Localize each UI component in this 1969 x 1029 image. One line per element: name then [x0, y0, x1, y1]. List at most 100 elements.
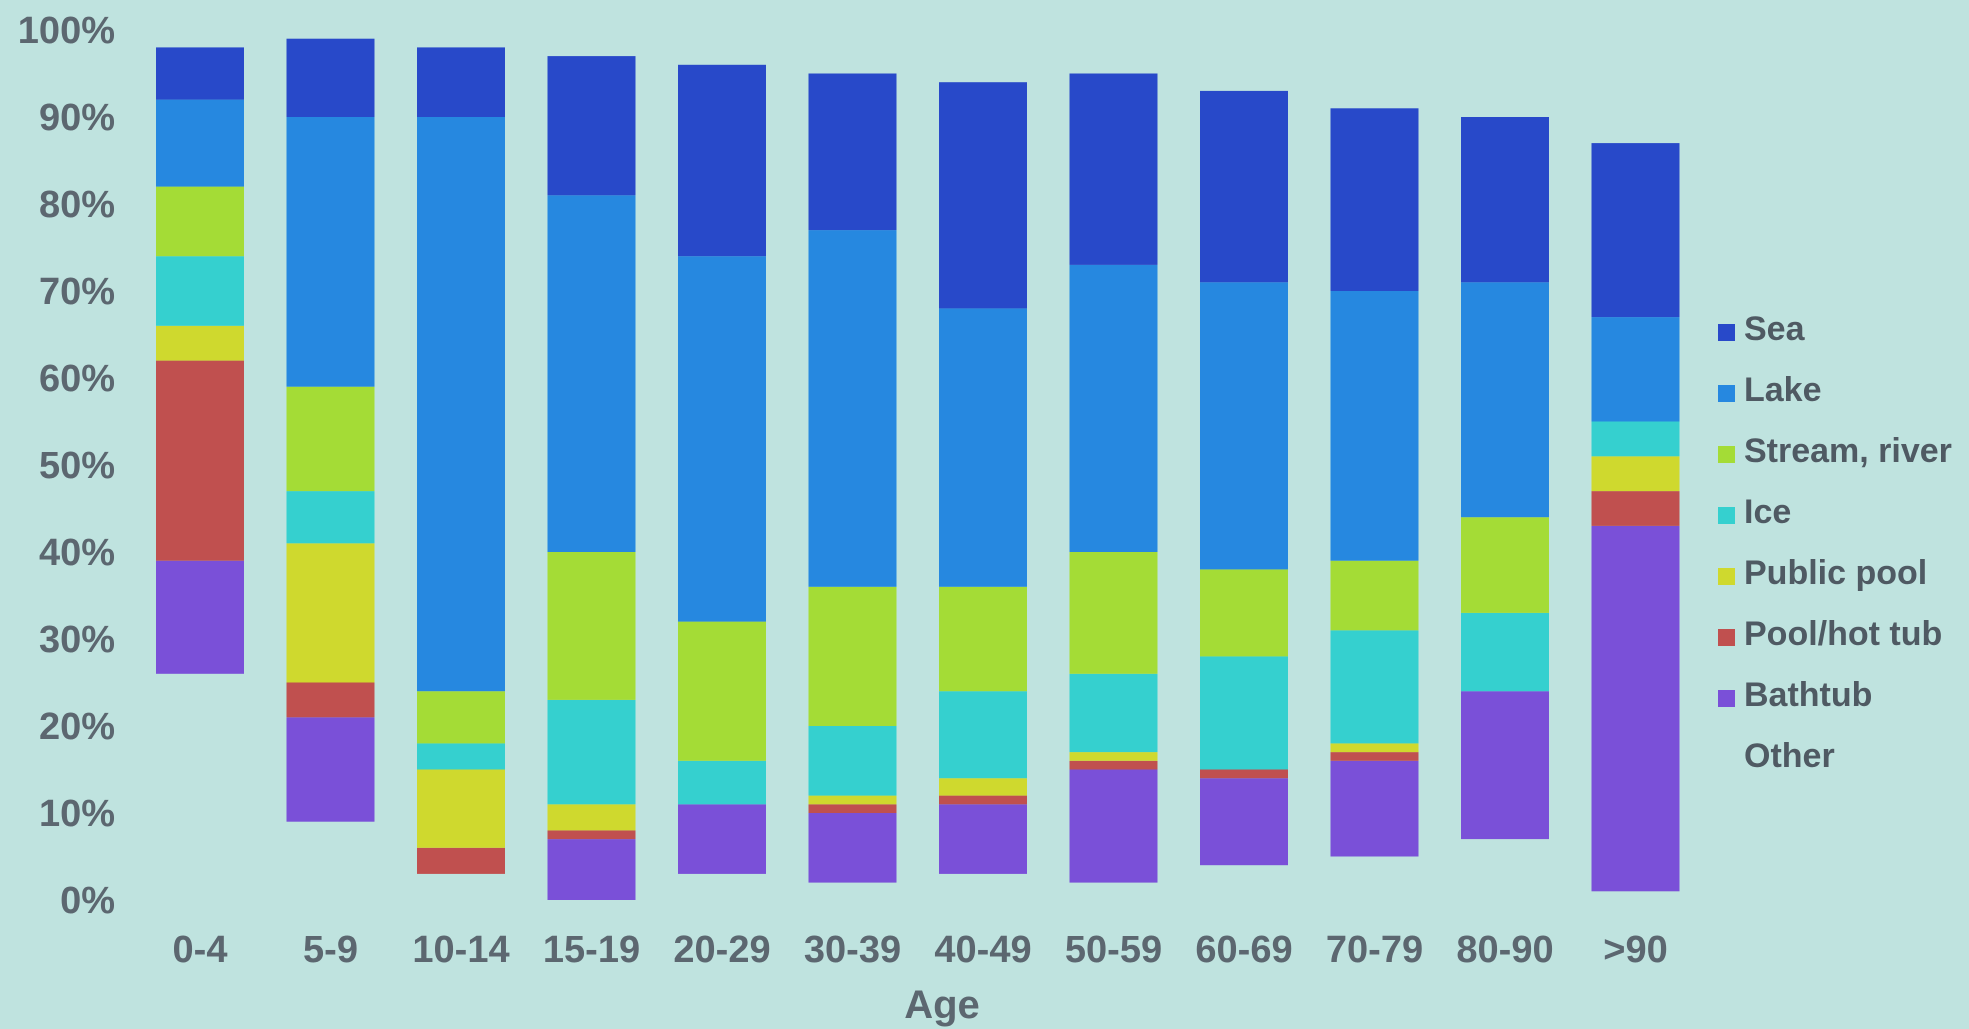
legend-swatch — [1718, 324, 1735, 341]
bar-segment-public-pool — [286, 543, 375, 683]
bar-segment-sea — [417, 47, 505, 117]
x-tick-label: 80-90 — [1456, 929, 1553, 971]
bar-segment-bathtub — [1591, 525, 1680, 892]
bar-segment-bathtub — [547, 839, 636, 900]
bar-segment-stream-river — [1330, 560, 1419, 631]
y-tick-label: 70% — [39, 271, 115, 313]
y-tick-label: 60% — [39, 358, 115, 400]
bar-segment-lake — [1591, 317, 1680, 422]
bar-segment-public-pool — [1069, 752, 1158, 761]
bar-segment-bathtub — [1330, 760, 1419, 857]
legend-swatch — [1718, 568, 1735, 585]
bar-segment-public-pool — [808, 795, 897, 805]
bar-segment-sea — [286, 38, 375, 118]
bar-segment-sea — [1069, 73, 1158, 265]
y-tick-label: 0% — [60, 880, 115, 922]
x-tick-label: 20-29 — [673, 929, 770, 971]
x-axis: 0-4 5-9 10-14 15-19 20-29 30-39 40-49 50-59 60-6… — [173, 929, 1668, 971]
bar-segment-bathtub — [156, 560, 244, 674]
bar-segment-ice — [547, 699, 636, 805]
bar-segment-ice — [156, 256, 244, 326]
bar-segment-pool-hot-tub — [939, 795, 1027, 805]
x-tick-label: 15-19 — [543, 929, 640, 971]
bar-segment-bathtub — [939, 804, 1027, 874]
bar-segment-stream-river — [286, 386, 375, 492]
bar-segment-sea — [1330, 108, 1419, 291]
legend-label: Public pool — [1744, 554, 1927, 592]
bar-stack — [939, 82, 1027, 874]
bar-segment-pool-hot-tub — [808, 804, 897, 813]
legend-swatch — [1718, 629, 1735, 646]
bar-segment-ice — [678, 760, 766, 805]
bar-segment-bathtub — [1461, 691, 1549, 840]
x-tick-label: 60-69 — [1195, 929, 1292, 971]
x-tick-label: 70-79 — [1326, 929, 1423, 971]
bar-stack — [1200, 90, 1288, 866]
bar-stack — [156, 47, 244, 674]
bar-segment-bathtub — [1069, 769, 1158, 883]
bar-segment-sea — [678, 64, 766, 257]
legend-swatch — [1718, 690, 1735, 707]
bar-segment-pool-hot-tub — [1069, 760, 1158, 770]
bar-segment-public-pool — [1330, 743, 1419, 753]
bar-segment-stream-river — [1461, 517, 1549, 613]
bar-stack — [286, 38, 375, 822]
bar-group — [156, 38, 1680, 900]
bar-segment-lake — [417, 117, 505, 692]
bar-segment-pool-hot-tub — [286, 682, 375, 718]
bar-segment-public-pool — [156, 325, 244, 361]
bar-segment-stream-river — [678, 621, 766, 761]
bar-segment-sea — [547, 56, 636, 196]
bar-segment-bathtub — [808, 813, 897, 883]
y-tick-label: 100% — [18, 10, 115, 52]
y-tick-label: 30% — [39, 619, 115, 661]
bar-stack — [1069, 73, 1158, 883]
bar-stack — [678, 64, 766, 874]
bar-segment-pool-hot-tub — [547, 830, 636, 840]
bar-segment-lake — [1461, 282, 1549, 518]
bar-segment-lake — [547, 195, 636, 553]
bar-segment-public-pool — [417, 769, 505, 848]
y-tick-label: 50% — [39, 445, 115, 487]
legend-swatch — [1718, 446, 1735, 463]
y-tick-label: 20% — [39, 706, 115, 748]
bar-segment-ice — [1330, 630, 1419, 744]
bar-segment-ice — [286, 491, 375, 544]
bar-stack — [547, 56, 636, 900]
bar-segment-lake — [678, 256, 766, 622]
bar-segment-public-pool — [939, 778, 1027, 796]
x-tick-label: >90 — [1603, 929, 1667, 971]
bar-segment-stream-river — [1069, 552, 1158, 674]
bar-stack — [808, 73, 897, 883]
bar-segment-lake — [939, 308, 1027, 587]
x-tick-label: 0-4 — [173, 929, 228, 971]
bar-segment-pool-hot-tub — [417, 847, 505, 874]
bar-segment-stream-river — [547, 552, 636, 700]
bar-stack — [417, 47, 505, 874]
bar-segment-sea — [1461, 117, 1549, 283]
bar-segment-lake — [156, 99, 244, 187]
bar-segment-sea — [1200, 90, 1288, 283]
bar-segment-lake — [1200, 282, 1288, 570]
bar-segment-public-pool — [1591, 456, 1680, 492]
bar-segment-lake — [286, 117, 375, 387]
bar-segment-pool-hot-tub — [1330, 752, 1419, 761]
bar-segment-sea — [939, 82, 1027, 309]
bar-segment-pool-hot-tub — [1200, 769, 1288, 779]
bar-segment-bathtub — [1200, 778, 1288, 866]
legend-label: Pool/hot tub — [1744, 615, 1942, 653]
x-tick-label: 5-9 — [303, 929, 358, 971]
y-tick-label: 90% — [39, 97, 115, 139]
bar-segment-stream-river — [808, 586, 897, 726]
legend: Sea Lake Stream, river Ice Public pool Pool/h… — [1718, 310, 1952, 775]
x-tick-label: 50-59 — [1065, 929, 1162, 971]
bar-segment-sea — [1591, 143, 1680, 318]
legend-label: Bathtub — [1744, 676, 1872, 714]
x-tick-label: 40-49 — [934, 929, 1031, 971]
bar-segment-ice — [417, 743, 505, 770]
bar-segment-ice — [939, 691, 1027, 779]
x-tick-label: 10-14 — [412, 929, 509, 971]
bar-segment-stream-river — [156, 186, 244, 257]
y-tick-label: 40% — [39, 532, 115, 574]
